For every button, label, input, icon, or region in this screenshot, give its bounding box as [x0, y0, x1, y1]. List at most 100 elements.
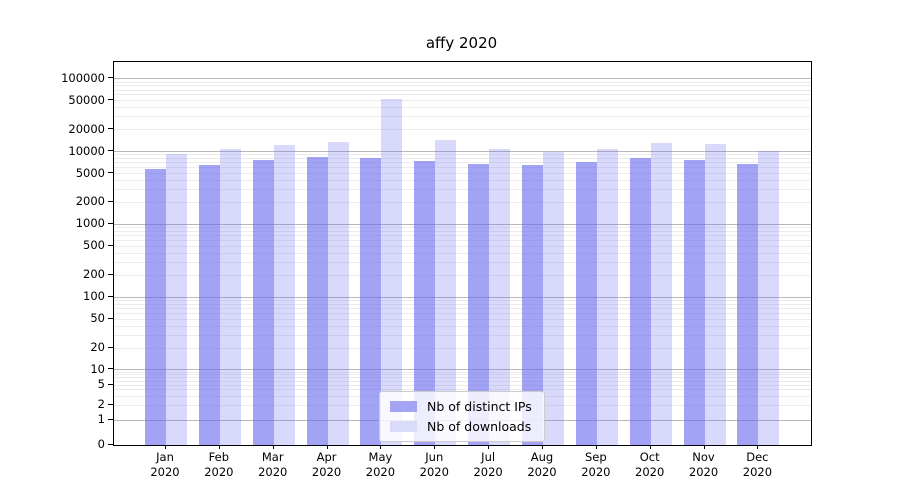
x-tick-label: Jan 2020: [150, 450, 180, 479]
bar-distinct-ips: [198, 164, 220, 445]
y-tick-label: 500: [83, 238, 105, 253]
bar-distinct-ips: [737, 163, 759, 445]
y-tick-mark: [108, 443, 113, 445]
y-tick-label: 2: [97, 397, 105, 411]
y-tick-mark: [108, 295, 113, 297]
gridline: [114, 151, 811, 153]
x-tick-mark: [272, 445, 274, 449]
bar-distinct-ips: [414, 161, 436, 445]
bar-downloads: [435, 139, 457, 445]
gridline: [114, 94, 811, 96]
x-tick-label: Oct 2020: [635, 450, 665, 479]
y-tick-mark: [108, 317, 113, 319]
bar-downloads: [273, 144, 295, 445]
legend-item-downloads: Nb of downloads: [390, 419, 532, 434]
y-tick-mark: [108, 77, 113, 79]
gridline: [114, 89, 811, 91]
bar-distinct-ips: [521, 165, 543, 445]
x-tick-mark: [649, 445, 651, 449]
gridline: [114, 81, 811, 83]
x-tick-mark: [703, 445, 705, 449]
y-tick-mark: [108, 244, 113, 246]
gridline: [114, 230, 811, 232]
y-tick-mark: [108, 172, 113, 174]
y-tick-mark: [108, 383, 113, 385]
y-tick-mark: [108, 200, 113, 202]
legend: Nb of distinct IPs Nb of downloads: [379, 391, 545, 442]
legend-swatch-distinct-ips: [390, 401, 417, 412]
gridline: [114, 240, 811, 242]
gridline: [114, 107, 811, 109]
gridline: [114, 252, 811, 254]
bar-distinct-ips: [306, 156, 328, 445]
y-tick-label: 100000: [61, 70, 105, 85]
gridline: [114, 189, 811, 191]
bar-distinct-ips: [252, 160, 274, 445]
y-tick-label: 20000: [68, 121, 105, 136]
x-tick-label: Jul 2020: [473, 450, 503, 479]
x-tick-label: May 2020: [365, 450, 396, 479]
gridline: [114, 129, 811, 131]
gridline: [114, 347, 811, 349]
gridline: [114, 371, 811, 373]
gridline: [114, 158, 811, 160]
y-tick-label: 5: [97, 377, 105, 392]
x-tick-mark: [488, 445, 490, 449]
x-tick-label: Apr 2020: [311, 450, 342, 479]
gridline: [114, 307, 811, 309]
bar-distinct-ips: [683, 159, 705, 445]
bar-distinct-ips: [575, 162, 597, 445]
x-tick-mark: [757, 445, 759, 449]
gridline: [114, 261, 811, 263]
gridline: [114, 325, 811, 327]
bar-downloads: [381, 99, 403, 445]
x-tick-mark: [218, 445, 220, 449]
legend-swatch-downloads: [390, 421, 417, 432]
gridline: [114, 235, 811, 237]
bar-downloads: [650, 143, 672, 445]
gridline: [114, 299, 811, 301]
x-tick-label: Mar 2020: [258, 450, 288, 479]
chart-title: affy 2020: [425, 34, 498, 52]
y-tick-label: 1: [97, 412, 105, 427]
y-tick-label: 10: [90, 361, 105, 376]
x-tick-mark: [380, 445, 382, 449]
x-tick-mark: [326, 445, 328, 449]
gridline: [114, 116, 811, 118]
bar-downloads: [542, 151, 564, 445]
gridline: [114, 227, 811, 229]
x-tick-mark: [434, 445, 436, 449]
gridline: [114, 201, 811, 203]
y-tick-mark: [108, 99, 113, 101]
y-tick-mark: [108, 346, 113, 348]
bar-downloads: [219, 149, 241, 445]
y-tick-mark: [108, 403, 113, 405]
y-tick-label: 5000: [75, 165, 105, 180]
bar-downloads: [596, 148, 618, 445]
gridline: [114, 377, 811, 379]
y-tick-mark: [108, 150, 113, 152]
gridline: [114, 78, 811, 80]
bar-downloads: [704, 144, 726, 445]
y-tick-label: 100: [83, 289, 105, 304]
x-tick-label: Nov 2020: [688, 450, 719, 479]
y-tick-label: 0: [97, 437, 105, 451]
bar-downloads: [489, 148, 511, 445]
gridline: [114, 100, 811, 102]
x-tick-mark: [165, 445, 166, 449]
gridline: [114, 274, 811, 276]
legend-item-distinct-ips: Nb of distinct IPs: [390, 399, 532, 414]
gridline: [114, 162, 811, 164]
gridline: [114, 374, 811, 376]
x-tick-label: Sep 2020: [581, 450, 611, 479]
gridline: [114, 245, 811, 247]
x-tick-mark: [595, 445, 597, 449]
gridline: [114, 380, 811, 382]
y-tick-label: 10000: [68, 143, 105, 158]
gridline: [114, 384, 811, 386]
x-tick-label: Dec 2020: [742, 450, 773, 479]
gridline: [114, 180, 811, 182]
gridline: [114, 167, 811, 169]
x-tick-label: Feb 2020: [204, 450, 234, 479]
gridline: [114, 154, 811, 156]
